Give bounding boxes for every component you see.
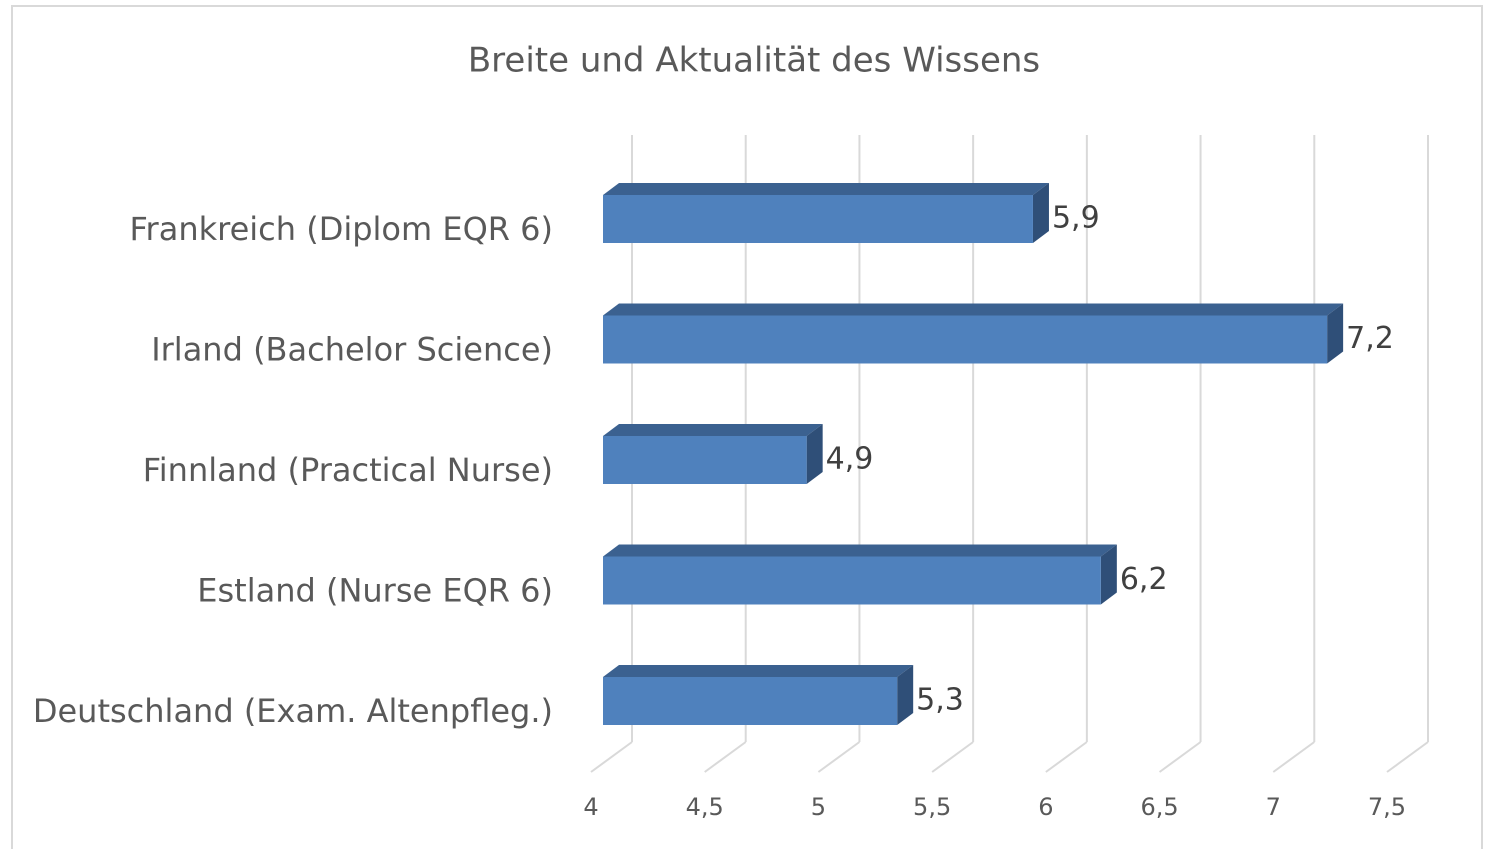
x-tick-label: 5: [811, 793, 826, 821]
floor-line: [817, 741, 861, 773]
floor-line: [1386, 741, 1429, 773]
floor-line: [1158, 741, 1202, 773]
value-label: 4,9: [826, 442, 874, 477]
x-tick-label: 6: [1038, 793, 1053, 821]
bar-top: [603, 424, 823, 436]
bar-side: [1100, 544, 1117, 605]
bar: [603, 556, 1101, 605]
category-label: Frankreich (Diplom EQR 6): [129, 210, 553, 248]
category-label: Deutschland (Exam. Altenpfleg.): [33, 692, 553, 730]
category-label: Irland (Bachelor Science): [151, 331, 553, 369]
bar-side: [1032, 183, 1049, 243]
bar-side: [806, 424, 823, 484]
floor-line: [1045, 741, 1088, 773]
bar-top: [603, 544, 1117, 557]
bar-side: [1327, 303, 1344, 364]
bar: [603, 315, 1328, 364]
bar-top: [603, 303, 1344, 316]
x-tick-label: 7: [1266, 793, 1281, 821]
x-tick-label: 4,5: [686, 793, 724, 821]
bar: [603, 677, 898, 725]
x-tick-label: 6,5: [1140, 793, 1178, 821]
floor-line: [1272, 741, 1315, 773]
floor-line: [931, 741, 974, 773]
bar-top: [603, 665, 914, 677]
value-label: 5,9: [1052, 201, 1100, 236]
floor-line: [590, 741, 633, 773]
bar: [603, 436, 807, 484]
value-label: 7,2: [1346, 321, 1394, 356]
bar: [603, 195, 1033, 243]
category-label: Finnland (Practical Nurse): [143, 451, 553, 489]
bar-top: [603, 183, 1049, 195]
floor-line: [704, 741, 747, 773]
bar-side: [897, 665, 914, 725]
x-tick-label: 4: [583, 793, 598, 821]
category-label: Estland (Nurse EQR 6): [197, 572, 553, 610]
chart-title: Breite und Aktualität des Wissens: [468, 41, 1040, 81]
value-label: 5,3: [916, 683, 964, 718]
x-tick-label: 7,5: [1368, 793, 1406, 821]
value-label: 6,2: [1120, 562, 1168, 597]
x-tick-label: 5,5: [913, 793, 951, 821]
